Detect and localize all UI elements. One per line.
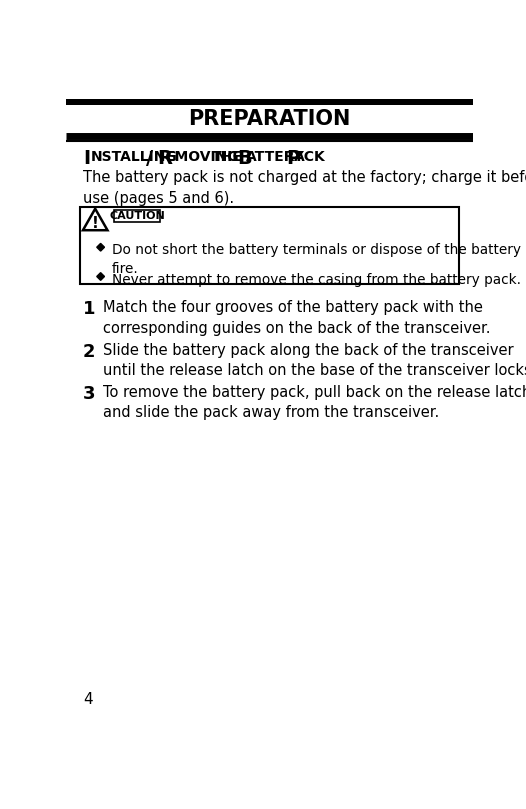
Text: ATTERY: ATTERY — [246, 150, 305, 164]
Text: PREPARATION: PREPARATION — [188, 109, 351, 129]
Bar — [114, 210, 160, 222]
Text: Match the four grooves of the battery pack with the
corresponding guides on the : Match the four grooves of the battery pa… — [103, 300, 490, 336]
Text: ACK: ACK — [295, 150, 326, 164]
Text: I: I — [83, 150, 90, 168]
Text: NSTALLING: NSTALLING — [90, 150, 177, 164]
Text: 1: 1 — [83, 300, 95, 319]
Text: EMOVING: EMOVING — [166, 150, 239, 164]
Text: B: B — [237, 150, 252, 168]
Text: 2: 2 — [83, 343, 95, 361]
Text: P: P — [286, 150, 300, 168]
Polygon shape — [97, 273, 105, 281]
Bar — [80, 207, 459, 284]
Text: Never attempt to remove the casing from the battery pack.: Never attempt to remove the casing from … — [112, 273, 521, 286]
Text: THE: THE — [212, 150, 243, 164]
Text: To remove the battery pack, pull back on the release latch
and slide the pack aw: To remove the battery pack, pull back on… — [103, 385, 526, 421]
Bar — [113, 209, 161, 222]
Text: 4: 4 — [83, 692, 93, 707]
Text: /: / — [146, 150, 154, 168]
Text: Do not short the battery terminals or dispose of the battery by
fire.: Do not short the battery terminals or di… — [112, 244, 526, 276]
Text: CAUTION: CAUTION — [109, 210, 165, 221]
Bar — [66, 100, 473, 105]
Text: !: ! — [92, 216, 99, 231]
Text: 3: 3 — [83, 385, 95, 403]
Text: R: R — [157, 150, 172, 168]
Text: Slide the battery pack along the back of the transceiver
until the release latch: Slide the battery pack along the back of… — [103, 343, 526, 378]
Text: The battery pack is not charged at the factory; charge it before
use (pages 5 an: The battery pack is not charged at the f… — [83, 170, 526, 205]
Polygon shape — [97, 244, 105, 251]
